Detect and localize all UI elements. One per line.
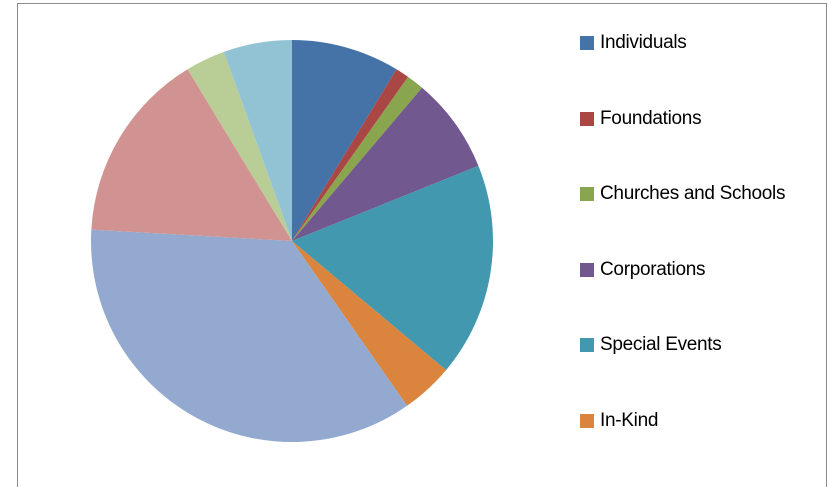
legend-label: Corporations — [600, 258, 706, 280]
pie-slice-unlabeled-7 — [91, 69, 292, 241]
pie-slice-individuals — [292, 40, 397, 241]
legend-swatch — [580, 413, 594, 428]
legend-item-corporations: Corporations — [580, 259, 705, 281]
legend-label: Churches and Schools — [600, 183, 786, 204]
legend-swatch — [580, 36, 594, 50]
legend-item-individuals: Individuals — [580, 32, 687, 54]
legend-item-foundations: Foundations — [580, 107, 702, 130]
pie-slice-in-kind — [292, 241, 447, 406]
legend-label: Individuals — [600, 32, 687, 53]
pie-slice-churches-and-schools — [292, 76, 423, 241]
legend-item-in-kind: In-Kind — [580, 410, 658, 432]
legend-label: Foundations — [600, 107, 702, 129]
pie-slice-unlabeled-9 — [223, 40, 292, 241]
pie-slice-corporations — [292, 87, 479, 241]
pie-slice-unlabeled-6 — [90, 229, 408, 443]
legend-label: In-Kind — [600, 409, 659, 431]
legend-swatch — [580, 111, 594, 126]
legend-item-churches-and-schools: Churches and Schools — [580, 183, 785, 205]
pie-slice-foundations — [292, 69, 409, 241]
pie-slice-special-events — [292, 165, 494, 371]
legend-swatch — [580, 338, 594, 352]
legend-item-special-events: Special Events — [580, 334, 722, 356]
pie-slice-unlabeled-8 — [187, 51, 292, 241]
legend-swatch — [580, 187, 594, 201]
legend-label: Special Events — [600, 334, 722, 355]
legend-swatch — [580, 262, 594, 277]
